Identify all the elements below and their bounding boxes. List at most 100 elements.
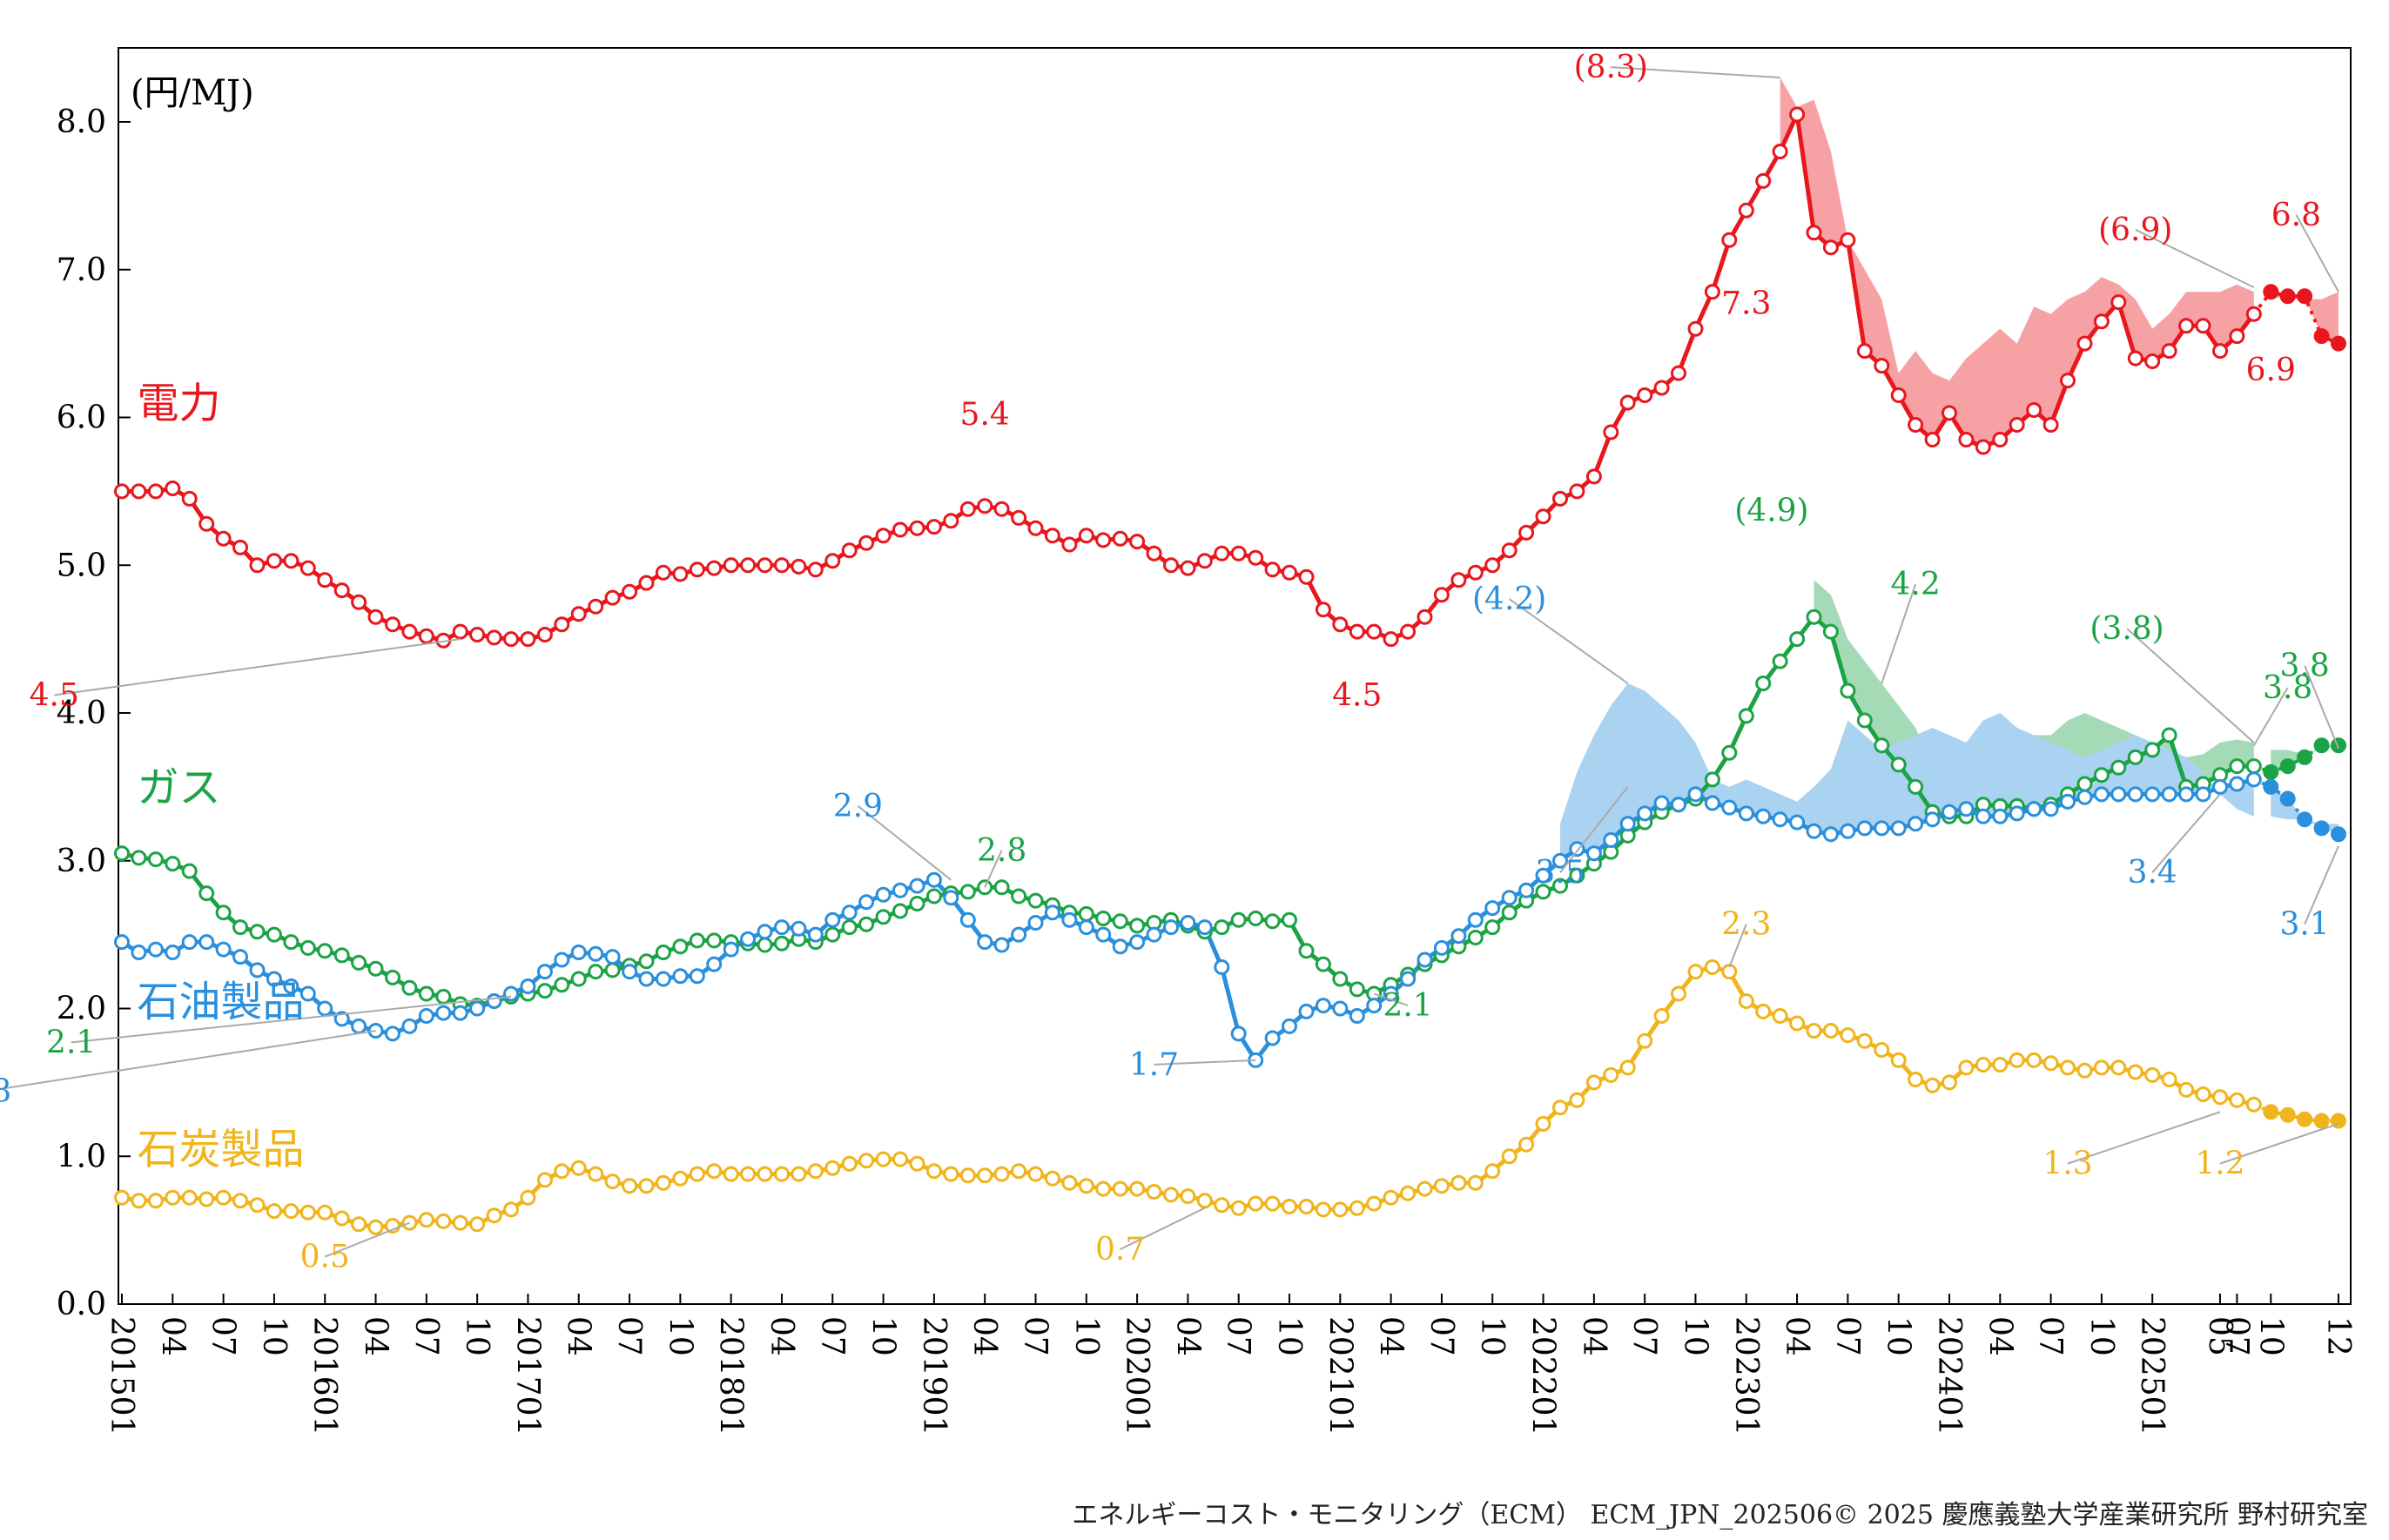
data-point-0-87 <box>1585 468 1602 485</box>
data-point-0-61 <box>1146 545 1162 562</box>
data-point-3-88 <box>1603 1066 1619 1083</box>
data-point-1-13 <box>333 947 350 964</box>
data-point-0-126 <box>2245 306 2262 322</box>
data-point-2-29 <box>604 949 621 965</box>
data-point-2-57 <box>1078 919 1094 936</box>
data-point-3-130 <box>2313 1113 2330 1129</box>
annotation-leader <box>1509 598 1629 684</box>
data-point-0-91 <box>1653 380 1670 396</box>
y-tick-label: 4.0 <box>57 696 106 731</box>
data-point-1-3 <box>165 856 181 872</box>
data-point-3-70 <box>1298 1199 1315 1214</box>
y-tick-label: 7.0 <box>57 252 106 288</box>
x-tick-label: 04 <box>358 1316 394 1356</box>
data-point-2-42 <box>824 911 841 928</box>
data-point-2-119 <box>2127 786 2143 803</box>
x-tick-label: 202301 <box>1728 1316 1764 1436</box>
data-point-0-38 <box>757 557 773 574</box>
data-point-1-34 <box>689 932 705 949</box>
annotation-label: 1.3 <box>2042 1147 2092 1182</box>
annotation-label: (6.9) <box>2098 212 2172 248</box>
series-label: 石油製品 <box>137 978 304 1026</box>
x-tick-label: 201501 <box>104 1316 139 1436</box>
data-point-1-35 <box>706 932 723 949</box>
data-point-1-100 <box>1806 609 1822 625</box>
data-point-3-34 <box>689 1166 705 1182</box>
data-point-2-63 <box>1180 915 1196 931</box>
estimate-band-2 <box>1559 683 2254 861</box>
data-point-1-72 <box>1332 971 1349 987</box>
data-point-2-84 <box>1535 867 1551 884</box>
annotation-leader <box>1120 1207 1206 1250</box>
y-tick-label: 5.0 <box>57 548 106 583</box>
data-point-1-84 <box>1535 884 1551 900</box>
data-point-1-45 <box>875 909 892 925</box>
data-point-3-58 <box>1095 1180 1112 1197</box>
data-point-2-30 <box>622 964 638 980</box>
data-point-3-128 <box>2279 1106 2296 1123</box>
data-point-3-15 <box>367 1219 384 1235</box>
data-point-2-4 <box>181 934 198 951</box>
data-point-2-24 <box>520 978 536 994</box>
data-point-0-32 <box>655 564 671 581</box>
data-point-0-85 <box>1552 490 1568 507</box>
data-point-0-50 <box>959 501 976 517</box>
data-point-2-82 <box>1501 890 1518 906</box>
data-point-0-65 <box>1214 545 1230 562</box>
annotation-leader <box>1373 992 1409 1006</box>
data-point-2-8 <box>249 962 266 978</box>
data-point-1-103 <box>1856 712 1873 729</box>
data-point-3-62 <box>1163 1187 1179 1203</box>
data-point-1-94 <box>1704 771 1720 788</box>
data-point-3-92 <box>1671 985 1686 1002</box>
data-point-0-77 <box>1417 609 1433 625</box>
annotation-leader <box>1728 924 1747 968</box>
x-tick-label: 07 <box>611 1316 647 1356</box>
data-point-1-18 <box>418 985 434 1002</box>
data-point-0-59 <box>1112 530 1128 547</box>
data-point-3-77 <box>1417 1180 1433 1197</box>
data-point-2-65 <box>1214 959 1230 975</box>
data-point-0-131 <box>2331 335 2346 352</box>
data-point-2-83 <box>1518 882 1535 898</box>
data-point-0-71 <box>1315 602 1331 618</box>
data-point-0-39 <box>774 557 790 574</box>
annotation-leader <box>2135 228 2255 289</box>
data-point-0-127 <box>2263 284 2279 300</box>
annotation-label: (4.2) <box>1472 582 1546 617</box>
data-point-3-8 <box>249 1197 266 1214</box>
data-point-1-8 <box>249 924 266 940</box>
series-label: 電力 <box>137 380 220 428</box>
data-point-2-90 <box>1637 805 1653 822</box>
data-point-0-64 <box>1196 553 1213 569</box>
data-point-3-44 <box>858 1153 875 1169</box>
data-point-0-37 <box>740 557 757 574</box>
data-point-0-115 <box>2060 373 2076 389</box>
annotation-leader <box>2295 214 2339 293</box>
data-point-3-41 <box>807 1163 824 1180</box>
data-point-1-0 <box>114 845 130 862</box>
data-point-2-18 <box>418 1008 434 1024</box>
data-point-1-33 <box>672 938 689 955</box>
data-point-3-26 <box>554 1163 570 1180</box>
data-point-0-41 <box>807 562 824 578</box>
data-point-2-49 <box>943 890 959 906</box>
annotation-leader <box>2151 793 2221 873</box>
data-point-0-83 <box>1518 524 1535 541</box>
annotation-label: (3.8) <box>2090 611 2164 647</box>
x-tick-label: 10 <box>2083 1316 2119 1356</box>
data-point-3-4 <box>181 1189 198 1206</box>
data-point-3-56 <box>1061 1174 1078 1191</box>
data-point-3-108 <box>1941 1074 1957 1091</box>
data-point-0-33 <box>672 566 689 582</box>
x-tick-label: 10 <box>2252 1316 2288 1356</box>
annotation-leader <box>984 850 1003 888</box>
data-point-1-67 <box>1248 911 1264 926</box>
data-point-0-26 <box>554 616 570 633</box>
data-point-2-91 <box>1653 795 1670 811</box>
data-point-3-110 <box>1975 1057 1991 1073</box>
annotation-label: 0.7 <box>1095 1232 1145 1268</box>
data-point-1-95 <box>1721 744 1738 761</box>
annotation-label: 2.3 <box>1721 907 1771 943</box>
data-point-2-14 <box>351 1018 367 1034</box>
